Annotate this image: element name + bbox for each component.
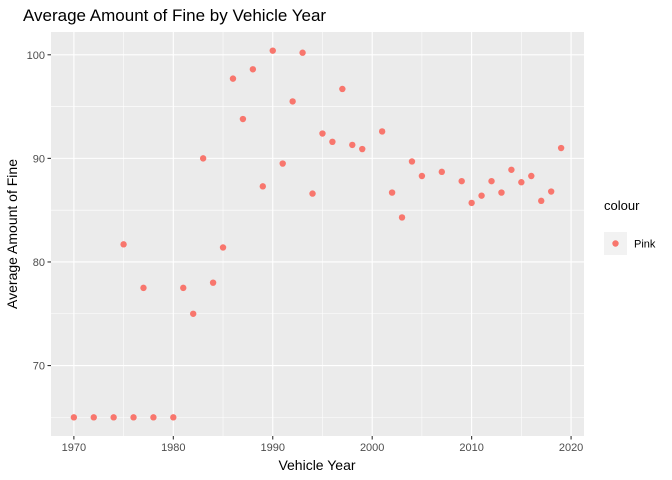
- x-tick-label: 2010: [459, 442, 483, 454]
- data-point: [189, 310, 197, 317]
- data-point: [388, 189, 396, 196]
- data-point: [120, 241, 127, 248]
- data-point: [359, 145, 366, 153]
- data-point: [418, 172, 426, 180]
- minor-gridlines: [51, 32, 584, 436]
- data-point: [209, 279, 217, 286]
- data-point: [269, 47, 276, 54]
- data-point: [528, 172, 535, 180]
- data-point: [538, 197, 545, 205]
- plot-panel: [51, 32, 584, 436]
- legend-point-icon: [612, 240, 619, 247]
- data-point: [239, 115, 247, 123]
- data-point: [70, 414, 78, 421]
- data-point: [398, 214, 406, 221]
- data-point: [339, 85, 346, 93]
- data-point: [259, 183, 267, 190]
- x-tick-label: 2000: [360, 442, 384, 454]
- y-axis-title: Average Amount of Fine: [4, 159, 20, 309]
- data-point: [498, 189, 505, 196]
- data-point: [378, 128, 386, 135]
- data-point: [249, 66, 257, 73]
- data-point: [140, 284, 147, 292]
- data-point: [199, 155, 207, 162]
- data-point: [518, 179, 525, 186]
- data-point: [458, 177, 465, 185]
- x-axis-ticks: 1970 1980 1990 2000 2010 2020: [62, 436, 583, 454]
- y-tick-label: 90: [33, 153, 45, 165]
- data-point: [279, 160, 286, 167]
- x-tick-label: 2020: [559, 442, 583, 454]
- data-point: [90, 414, 97, 421]
- x-tick-label: 1980: [161, 442, 185, 454]
- y-tick-label: 100: [27, 50, 45, 62]
- data-point: [289, 98, 296, 105]
- data-point: [150, 414, 157, 421]
- y-tick-label: 80: [33, 257, 45, 269]
- data-point: [468, 199, 475, 207]
- major-gridlines: [51, 32, 584, 436]
- data-point: [547, 188, 555, 195]
- data-point: [349, 141, 356, 149]
- data-point: [110, 414, 117, 421]
- data-point: [557, 144, 565, 152]
- data-points: [70, 47, 565, 421]
- data-point: [508, 166, 515, 173]
- data-point: [180, 284, 187, 292]
- data-point: [438, 168, 446, 176]
- data-point: [130, 414, 137, 421]
- data-point: [309, 190, 316, 197]
- legend: colour Pink: [604, 198, 656, 255]
- data-point: [478, 192, 485, 199]
- data-point: [170, 414, 177, 421]
- y-axis-ticks: 70 80 90 100: [27, 50, 51, 373]
- x-tick-label: 1990: [261, 442, 285, 454]
- data-point: [219, 244, 227, 251]
- data-point: [319, 130, 326, 137]
- chart-title: Average Amount of Fine by Vehicle Year: [23, 6, 326, 25]
- y-tick-label: 70: [33, 361, 45, 373]
- data-point: [408, 158, 416, 165]
- data-point: [299, 49, 306, 56]
- legend-title: colour: [604, 198, 640, 213]
- legend-label-pink: Pink: [634, 239, 656, 251]
- data-point: [229, 75, 237, 82]
- x-axis-title: Vehicle Year: [278, 457, 355, 473]
- data-point: [329, 138, 336, 146]
- data-point: [488, 177, 495, 185]
- x-tick-label: 1970: [62, 442, 86, 454]
